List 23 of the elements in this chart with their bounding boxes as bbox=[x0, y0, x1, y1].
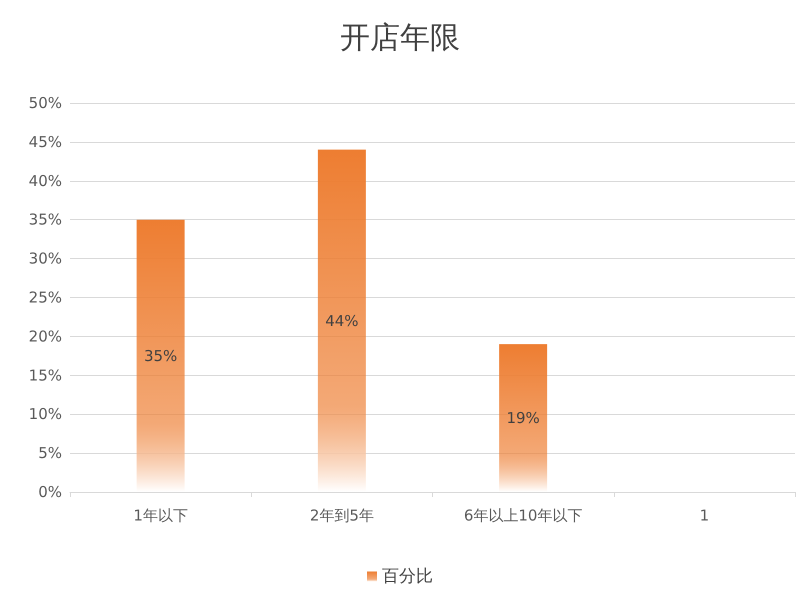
chart-title: 开店年限 bbox=[340, 20, 460, 56]
data-label: 19% bbox=[506, 409, 540, 428]
x-tick-label: 1 bbox=[700, 506, 710, 524]
y-tick-label: 5% bbox=[38, 444, 62, 462]
x-tick-label: 1年以下 bbox=[133, 506, 188, 524]
bar bbox=[318, 150, 366, 492]
y-tick-label: 25% bbox=[28, 288, 62, 306]
y-tick-label: 10% bbox=[28, 405, 62, 424]
data-label: 35% bbox=[144, 346, 178, 365]
x-tick-label: 6年以上10年以下 bbox=[464, 506, 582, 524]
y-tick-label: 30% bbox=[28, 250, 62, 268]
bar bbox=[499, 344, 548, 492]
legend-label: 百分比 bbox=[382, 566, 433, 586]
y-tick-label: 50% bbox=[28, 94, 62, 112]
y-tick-label: 20% bbox=[28, 327, 62, 346]
y-tick-label: 45% bbox=[28, 132, 62, 151]
y-tick-label: 0% bbox=[38, 483, 62, 501]
data-label: 44% bbox=[325, 312, 359, 330]
y-tick-label: 15% bbox=[28, 366, 62, 384]
bar bbox=[136, 220, 185, 492]
x-tick-label: 2年到5年 bbox=[310, 506, 374, 524]
y-tick-label: 35% bbox=[28, 210, 62, 229]
y-tick-label: 40% bbox=[28, 172, 62, 190]
